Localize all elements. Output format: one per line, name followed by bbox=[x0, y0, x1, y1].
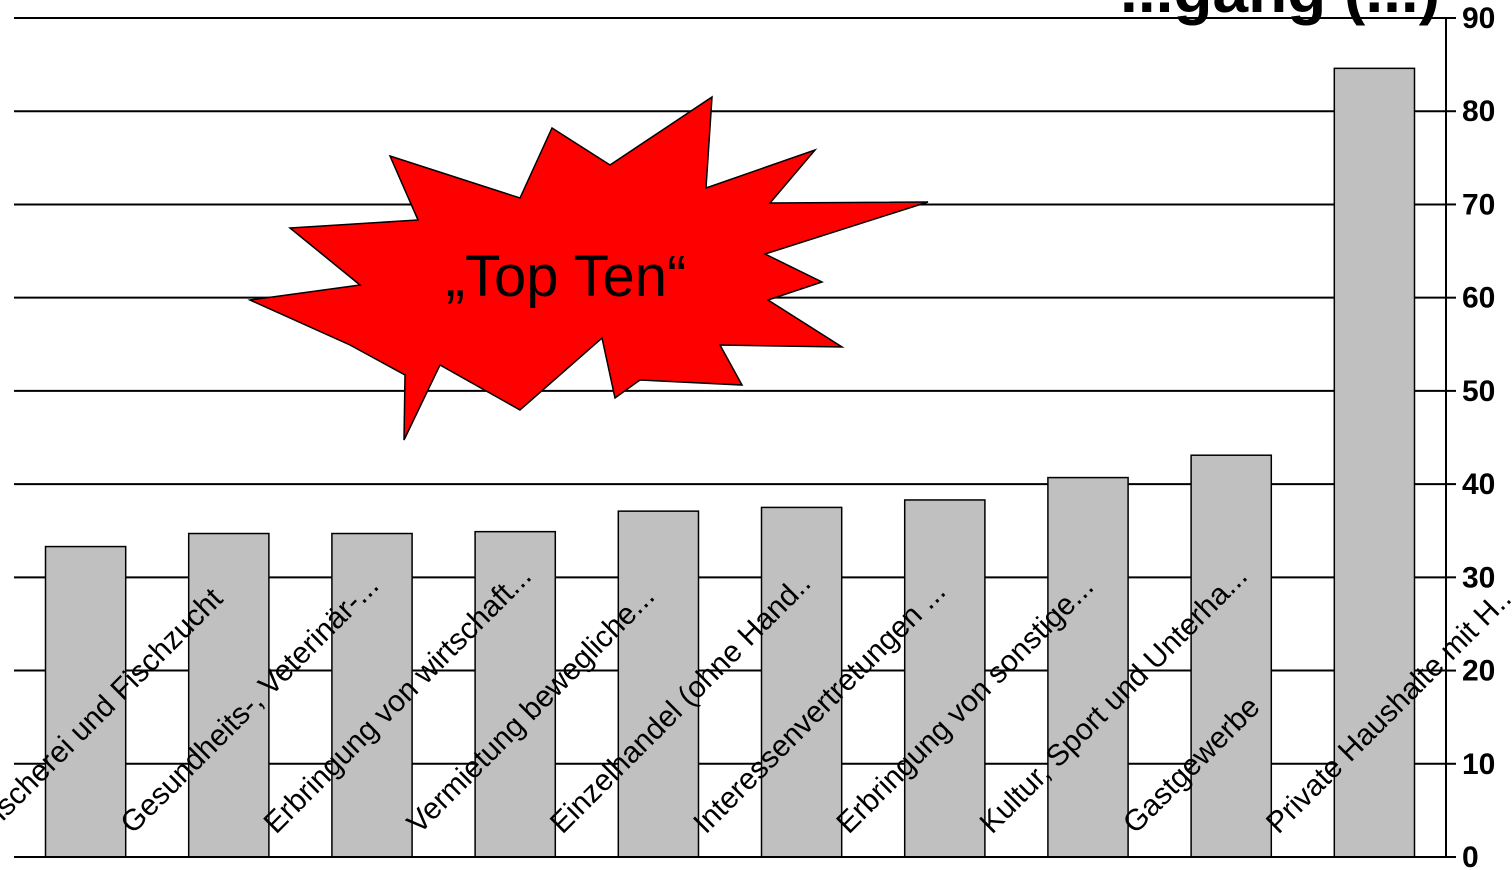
bar bbox=[1333, 67, 1416, 858]
bar bbox=[1190, 454, 1273, 858]
y-tick-label: 0 bbox=[1462, 841, 1479, 870]
y-tick-label: 90 bbox=[1462, 2, 1495, 35]
bar bbox=[1047, 476, 1129, 858]
y-tick-label: 40 bbox=[1462, 468, 1495, 501]
top-ten-starburst: „Top Ten“ bbox=[247, 95, 929, 441]
y-tick-label: 50 bbox=[1462, 375, 1495, 408]
y-tick-label: 10 bbox=[1462, 748, 1495, 781]
y-tick-label: 20 bbox=[1462, 655, 1495, 688]
bar bbox=[331, 532, 413, 858]
bar bbox=[903, 499, 986, 858]
y-tick-label: 80 bbox=[1462, 95, 1495, 128]
bars bbox=[44, 67, 1416, 858]
y-tick-label: 60 bbox=[1462, 282, 1495, 315]
bar bbox=[617, 510, 700, 858]
y-tick-label: 30 bbox=[1462, 561, 1495, 594]
y-tick-label: 70 bbox=[1462, 188, 1495, 221]
y-tick-labels: 0 10 20 30 40 50 60 70 80 90 bbox=[1462, 2, 1495, 870]
bar bbox=[474, 530, 557, 858]
bar bbox=[187, 532, 270, 858]
bar bbox=[44, 545, 127, 858]
bar bbox=[760, 506, 843, 858]
starburst-label: „Top Ten“ bbox=[446, 244, 687, 309]
starburst-shape bbox=[247, 95, 929, 441]
chart-title: ...gang (...) bbox=[1120, 0, 1440, 26]
